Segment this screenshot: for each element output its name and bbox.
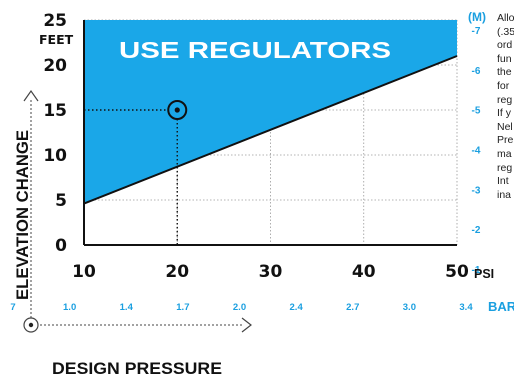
plot-frame [83, 20, 457, 246]
x-unit-label: PSI [474, 267, 494, 281]
y-tick-label: 15 [43, 101, 67, 121]
bar-tick-label: 1.4 [120, 302, 134, 313]
y-unit-label: FEET [39, 32, 74, 47]
y-tick-label: 25 [43, 11, 67, 31]
y-tick-label: 10 [43, 146, 67, 166]
side-text-line: reg [497, 93, 513, 106]
x-tick-label: 20 [165, 262, 189, 282]
bar-tick-label: 1.7 [176, 302, 189, 313]
bar-tick-label: 7 [10, 302, 15, 313]
y-tick-label: 20 [43, 56, 67, 76]
series-line [83, 55, 458, 205]
y2-tick-label: -1 [472, 265, 481, 276]
side-text-line: Allo [497, 12, 514, 24]
y-tick-label: 5 [55, 191, 67, 211]
side-text-line: Int [497, 175, 509, 188]
side-text-line: Pre [497, 134, 514, 147]
y2-tick-label: -5 [472, 106, 481, 117]
y2-tick-label: -4 [472, 146, 481, 157]
side-text-line: ma [497, 147, 512, 160]
x-tick-label: 30 [259, 262, 283, 282]
y2-axis-ticks: -1 -2 -3 -4 -5 -6 -7 [472, 26, 481, 276]
side-text-line: If y [497, 107, 512, 120]
bar-tick-label: 2.4 [290, 302, 304, 313]
marker-dot [174, 107, 180, 113]
bar-tick-label: 3.4 [459, 302, 473, 313]
y2-tick-label: -6 [472, 66, 481, 77]
x-tick-label: 50 [445, 262, 469, 282]
design-point-marker [84, 100, 188, 245]
bar-tick-label: 1.0 [63, 302, 76, 313]
side-text-line: fun [497, 52, 512, 65]
y2-tick-label: -3 [472, 185, 481, 196]
bar-tick-label: 2.7 [346, 302, 359, 313]
y2-unit-label: (M) [468, 10, 486, 24]
side-text-line: ord [497, 39, 513, 52]
y2-tick-label: -2 [472, 225, 481, 236]
use-regulators-region [84, 20, 457, 204]
y-axis-title: ELEVATION CHANGE [13, 130, 32, 300]
origin-arrows [23, 89, 252, 333]
x-tick-label: 40 [352, 262, 376, 282]
x2-unit-label: BAR [488, 299, 514, 314]
side-text-line: the [497, 66, 512, 79]
y-tick-label: 0 [55, 236, 67, 256]
bar-tick-label: 2.0 [233, 302, 246, 313]
x-tick-label: 10 [72, 262, 96, 282]
side-text-line: reg [497, 161, 513, 174]
x-axis-ticks: 10 20 30 40 50 [72, 262, 469, 282]
x-axis-title: DESIGN PRESSURE [52, 359, 222, 378]
side-text-line: ina [497, 188, 512, 201]
region-label: USE REGULATORS [119, 37, 391, 63]
side-text-line: (.35 [497, 25, 514, 38]
side-text-line: for [497, 79, 510, 92]
side-description-text: Allo (.35 ord fun the for reg If y Nel Pre ma reg In… [497, 12, 514, 202]
bar-tick-label: 3.0 [403, 302, 416, 313]
bar-axis-ticks: 7 1.0 1.4 1.7 2.0 2.4 2.7 3.0 3.4 [10, 302, 473, 313]
side-text-line: Nel [497, 120, 513, 133]
y2-tick-label: -7 [472, 26, 481, 37]
y-axis-ticks: 0 5 10 15 20 25 [43, 11, 67, 256]
